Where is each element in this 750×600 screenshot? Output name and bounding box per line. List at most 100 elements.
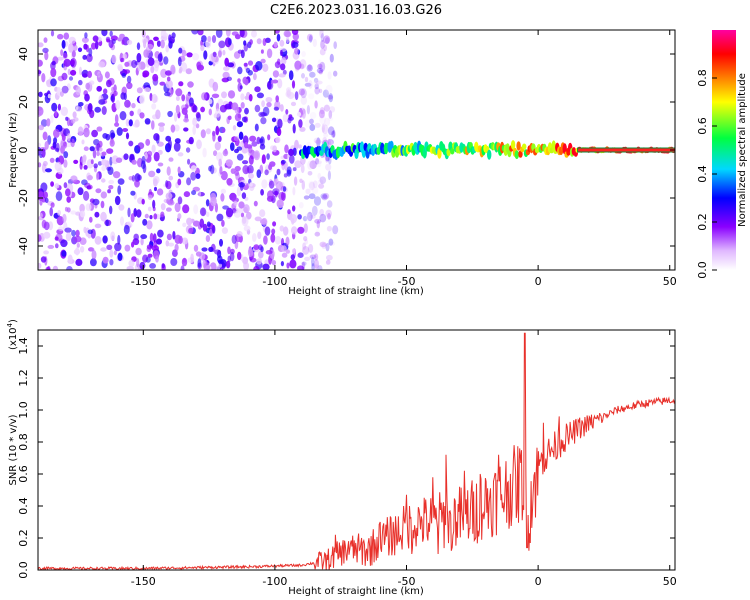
noise-speckle [70, 59, 76, 65]
noise-speckle [175, 88, 183, 97]
noise-speckle [108, 39, 114, 49]
noise-speckle [326, 200, 333, 208]
noise-speckle [286, 36, 290, 44]
noise-speckle [321, 194, 328, 201]
noise-speckle [70, 175, 78, 182]
noise-speckle [297, 265, 305, 270]
noise-speckle [223, 66, 230, 71]
noise-speckle [41, 219, 47, 229]
noise-speckle [317, 265, 323, 270]
noise-speckle [160, 39, 165, 49]
noise-speckle [311, 205, 318, 216]
noise-speckle [84, 93, 90, 102]
noise-speckle [205, 235, 211, 242]
noise-speckle [98, 61, 106, 68]
noise-speckle [323, 35, 331, 44]
noise-speckle [256, 92, 264, 99]
noise-speckle [208, 98, 213, 105]
noise-speckle [198, 190, 202, 197]
noise-speckle [185, 68, 192, 75]
noise-speckle [68, 76, 74, 81]
noise-speckle [141, 155, 146, 165]
noise-speckle [52, 265, 59, 270]
noise-speckle [50, 202, 55, 208]
noise-speckle [125, 118, 130, 127]
noise-speckle [71, 50, 76, 58]
noise-speckle [314, 259, 319, 269]
noise-speckle [306, 64, 313, 72]
noise-speckle [166, 76, 171, 82]
noise-speckle [240, 93, 245, 101]
noise-speckle [242, 165, 250, 175]
noise-speckle [291, 80, 296, 89]
noise-speckle [303, 223, 308, 234]
noise-speckle [178, 81, 184, 87]
noise-speckle [134, 179, 140, 188]
noise-speckle [312, 38, 317, 48]
x-tick-label: -150 [131, 275, 156, 288]
noise-speckle [284, 161, 288, 171]
noise-speckle [313, 264, 320, 270]
noise-speckle [55, 191, 63, 202]
noise-speckle [109, 259, 114, 266]
noise-speckle [292, 186, 296, 196]
noise-speckle [104, 71, 110, 79]
noise-speckle [41, 73, 46, 83]
noise-speckle [195, 123, 200, 129]
noise-speckle [151, 144, 156, 154]
noise-speckle [196, 112, 202, 122]
y-tick-label: 1.2 [17, 369, 30, 387]
noise-speckle [285, 109, 289, 115]
noise-speckle [317, 179, 324, 185]
noise-speckle [117, 65, 124, 72]
noise-speckle [165, 180, 172, 190]
noise-speckle [190, 253, 194, 262]
noise-speckle [97, 161, 103, 166]
noise-speckle [128, 119, 133, 127]
noise-speckle [195, 173, 201, 180]
noise-speckle [276, 33, 281, 42]
noise-speckle [222, 149, 229, 157]
noise-speckle [154, 186, 157, 192]
noise-speckle [288, 148, 294, 156]
noise-speckle [81, 155, 87, 166]
noise-speckle [117, 185, 122, 195]
noise-speckle [279, 225, 284, 232]
noise-speckle [263, 235, 268, 245]
noise-speckle [326, 254, 333, 261]
noise-speckle [101, 151, 107, 156]
noise-speckle [325, 209, 333, 218]
noise-speckle [199, 207, 207, 217]
noise-speckle [321, 242, 327, 249]
noise-speckle [77, 126, 84, 136]
noise-speckle [129, 110, 134, 117]
noise-speckle [292, 123, 296, 134]
noise-speckle [274, 235, 282, 245]
noise-speckle [256, 258, 262, 265]
noise-speckle [297, 214, 302, 220]
noise-speckle [259, 209, 266, 218]
noise-speckle [320, 193, 328, 199]
snr-ylabel: SNR (10 * v/v) [8, 414, 19, 485]
noise-speckle [59, 91, 64, 97]
noise-speckle [308, 80, 313, 89]
noise-speckle [77, 187, 84, 196]
noise-speckle [278, 73, 286, 78]
noise-speckle [187, 158, 191, 165]
noise-speckle [232, 125, 237, 131]
noise-speckle [253, 200, 258, 207]
y-tick-label: 0 [17, 147, 30, 154]
noise-speckle [165, 192, 173, 200]
noise-speckle [266, 101, 272, 108]
noise-speckle [156, 40, 161, 47]
noise-speckle [89, 146, 95, 152]
noise-speckle [100, 247, 107, 252]
noise-speckle [100, 211, 107, 222]
noise-speckle [237, 82, 243, 92]
noise-speckle [70, 69, 77, 76]
noise-speckle [322, 123, 326, 128]
noise-speckle [71, 118, 76, 124]
noise-speckle [258, 244, 263, 251]
noise-speckle [291, 30, 299, 35]
noise-speckle [328, 93, 334, 103]
